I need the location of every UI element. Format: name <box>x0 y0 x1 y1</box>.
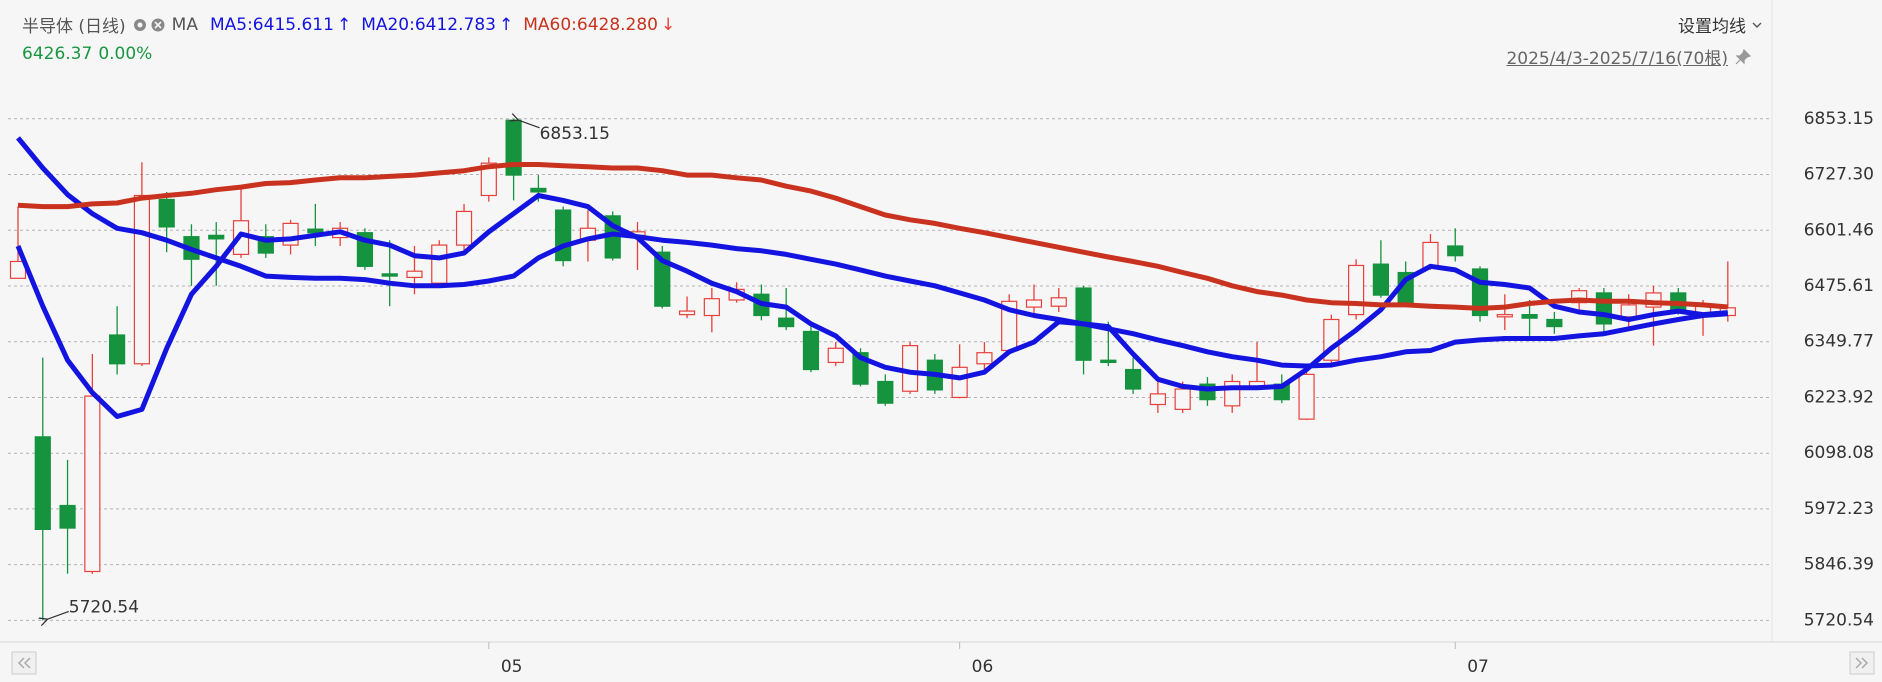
candle-body <box>1546 318 1563 328</box>
candle-body <box>84 395 101 573</box>
candle-body <box>133 194 150 365</box>
candle-body <box>1025 299 1043 308</box>
candle-body <box>1521 314 1538 319</box>
min-label: 5720.54 <box>69 597 139 617</box>
candle-body <box>1100 359 1117 364</box>
candle-body <box>455 210 473 246</box>
header-left: 半导体 (日线) MA MA5:6415.611 ↑ MA20:6412.783 ↑ M… <box>22 12 675 38</box>
candle-body <box>1149 393 1166 406</box>
legend-label: MA60:6428.280 <box>523 14 658 35</box>
nav-left[interactable] <box>11 651 37 675</box>
header-price: 6426.37 0.00% <box>22 44 152 64</box>
candle-body <box>1224 380 1241 407</box>
candle-body <box>282 222 299 246</box>
candle-body <box>678 310 696 316</box>
indicator-name: MA <box>171 14 198 35</box>
candles <box>9 118 1736 621</box>
candle-body <box>703 298 720 317</box>
candle-body <box>555 209 572 262</box>
legend: MA5:6415.611 ↑ MA20:6412.783 ↑ MA60:6428.280… <box>210 15 675 35</box>
candle-body <box>1298 373 1315 420</box>
candle-body <box>1447 245 1464 257</box>
candle-body <box>1348 264 1365 316</box>
candle-body <box>1595 292 1613 325</box>
range-info[interactable]: 2025/4/3-2025/7/16(70根) <box>1506 44 1752 69</box>
chevron <box>1752 22 1762 28</box>
candle-body <box>381 273 398 277</box>
candle-body <box>1496 314 1513 318</box>
y-tick-label: 6475.61 <box>1804 276 1874 296</box>
legend-item: MA60:6428.280 ↓ <box>523 15 675 35</box>
pin <box>1735 48 1752 64</box>
price-change: 0.00% <box>98 44 153 64</box>
y-tick-label: 6727.30 <box>1804 165 1874 185</box>
candle-body <box>530 187 547 193</box>
candle-body <box>976 352 993 365</box>
last-price: 6426.37 <box>22 44 93 64</box>
candle-body <box>307 228 324 234</box>
x-tick-label: 06 <box>972 657 994 677</box>
y-tick-label: 6098.08 <box>1804 443 1874 463</box>
legend-item: MA20:6412.783 ↑ <box>361 15 513 35</box>
candle-body <box>1571 290 1588 304</box>
legend-trend: ↓ <box>661 14 676 35</box>
candle-body <box>109 334 126 365</box>
candle-body <box>431 244 448 284</box>
candle-body <box>480 162 497 197</box>
max-label: 6853.15 <box>540 124 610 144</box>
header-icons[interactable] <box>132 17 166 33</box>
candle-body <box>1050 297 1067 307</box>
candle-body <box>778 317 795 328</box>
candle-body <box>654 251 671 307</box>
close-cross <box>154 20 162 29</box>
candle-body <box>1124 368 1142 390</box>
y-tick-label: 6349.77 <box>1804 332 1874 352</box>
legend-label: MA20:6412.783 <box>361 14 496 35</box>
candle-body <box>208 234 225 240</box>
y-tick-label: 6853.15 <box>1804 109 1874 129</box>
gear-hole <box>137 22 143 27</box>
legend-item: MA5:6415.611 ↑ <box>210 15 351 35</box>
range-label[interactable]: 2025/4/3-2025/7/16(70根) <box>1506 49 1728 69</box>
candle-body <box>59 504 76 529</box>
candle-body <box>158 198 175 228</box>
candle-body <box>802 330 820 371</box>
pin-icon[interactable] <box>1734 48 1752 66</box>
x-tick-label: 07 <box>1467 657 1489 677</box>
ma-settings[interactable]: 设置均线 <box>1678 12 1762 37</box>
candle-body <box>901 345 919 392</box>
legend-label: MA5:6415.611 <box>209 14 334 35</box>
legend-trend: ↑ <box>336 14 352 35</box>
candle-body <box>1620 304 1637 318</box>
ma-line <box>16 136 1728 369</box>
candle-body <box>951 366 968 399</box>
candle-body <box>406 270 423 279</box>
x-tick-label: 05 <box>501 657 523 677</box>
y-tick-label: 6601.46 <box>1804 220 1874 240</box>
chevron-icon[interactable] <box>1752 21 1762 29</box>
settings-label[interactable]: 设置均线 <box>1678 17 1746 37</box>
y-tick-label: 5972.23 <box>1804 499 1874 519</box>
nav-right-icon[interactable] <box>1855 657 1869 669</box>
nav-right[interactable] <box>1849 651 1875 675</box>
legend-trend: ↑ <box>498 14 514 35</box>
nav-left-icon[interactable] <box>17 657 31 669</box>
ma-line <box>17 162 1729 311</box>
y-tick-label: 6223.92 <box>1804 387 1874 407</box>
candle-body <box>34 436 51 531</box>
y-tick-label: 5846.39 <box>1804 555 1874 575</box>
max-arrow <box>518 120 540 129</box>
candle-body <box>1372 263 1390 296</box>
candle-body <box>1174 388 1191 410</box>
min-arrow <box>47 610 69 619</box>
y-tick-label: 5720.54 <box>1804 610 1874 630</box>
candle-body <box>827 347 844 364</box>
chart-title: 半导体 (日线) <box>22 17 126 37</box>
ma-line <box>15 193 1729 419</box>
candle-body <box>877 380 894 404</box>
